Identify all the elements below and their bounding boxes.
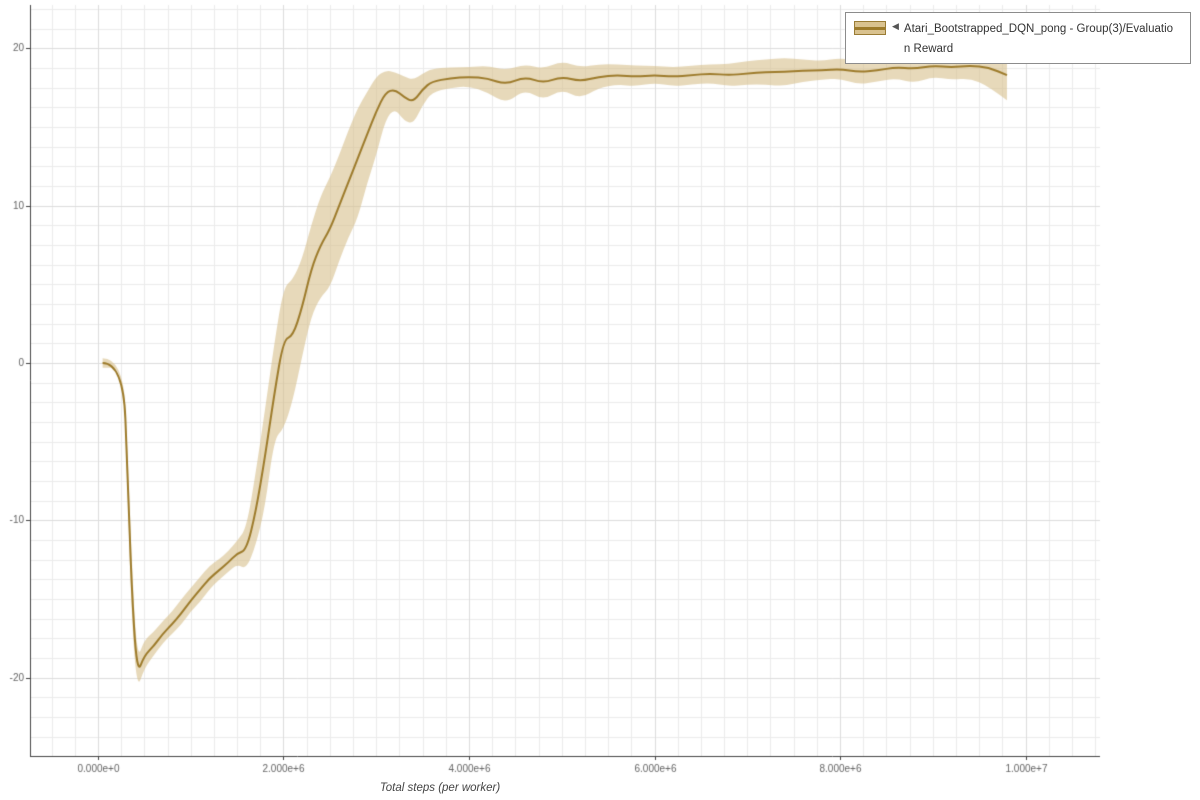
x-axis-title: Total steps (per worker) xyxy=(379,782,501,794)
legend-label-line2: n Reward xyxy=(903,43,954,56)
legend[interactable]: ◀ Atari_Bootstrapped_DQN_pong - Group(3)… xyxy=(845,12,1191,65)
legend-label-line1: Atari_Bootstrapped_DQN_pong - Group(3)/E… xyxy=(903,23,1174,35)
legend-series-swatch xyxy=(854,21,886,35)
legend-series-label: Atari_Bootstrapped_DQN_pong - Group(3)/E… xyxy=(904,19,1182,59)
legend-collapse-icon[interactable]: ◀ xyxy=(892,21,899,31)
